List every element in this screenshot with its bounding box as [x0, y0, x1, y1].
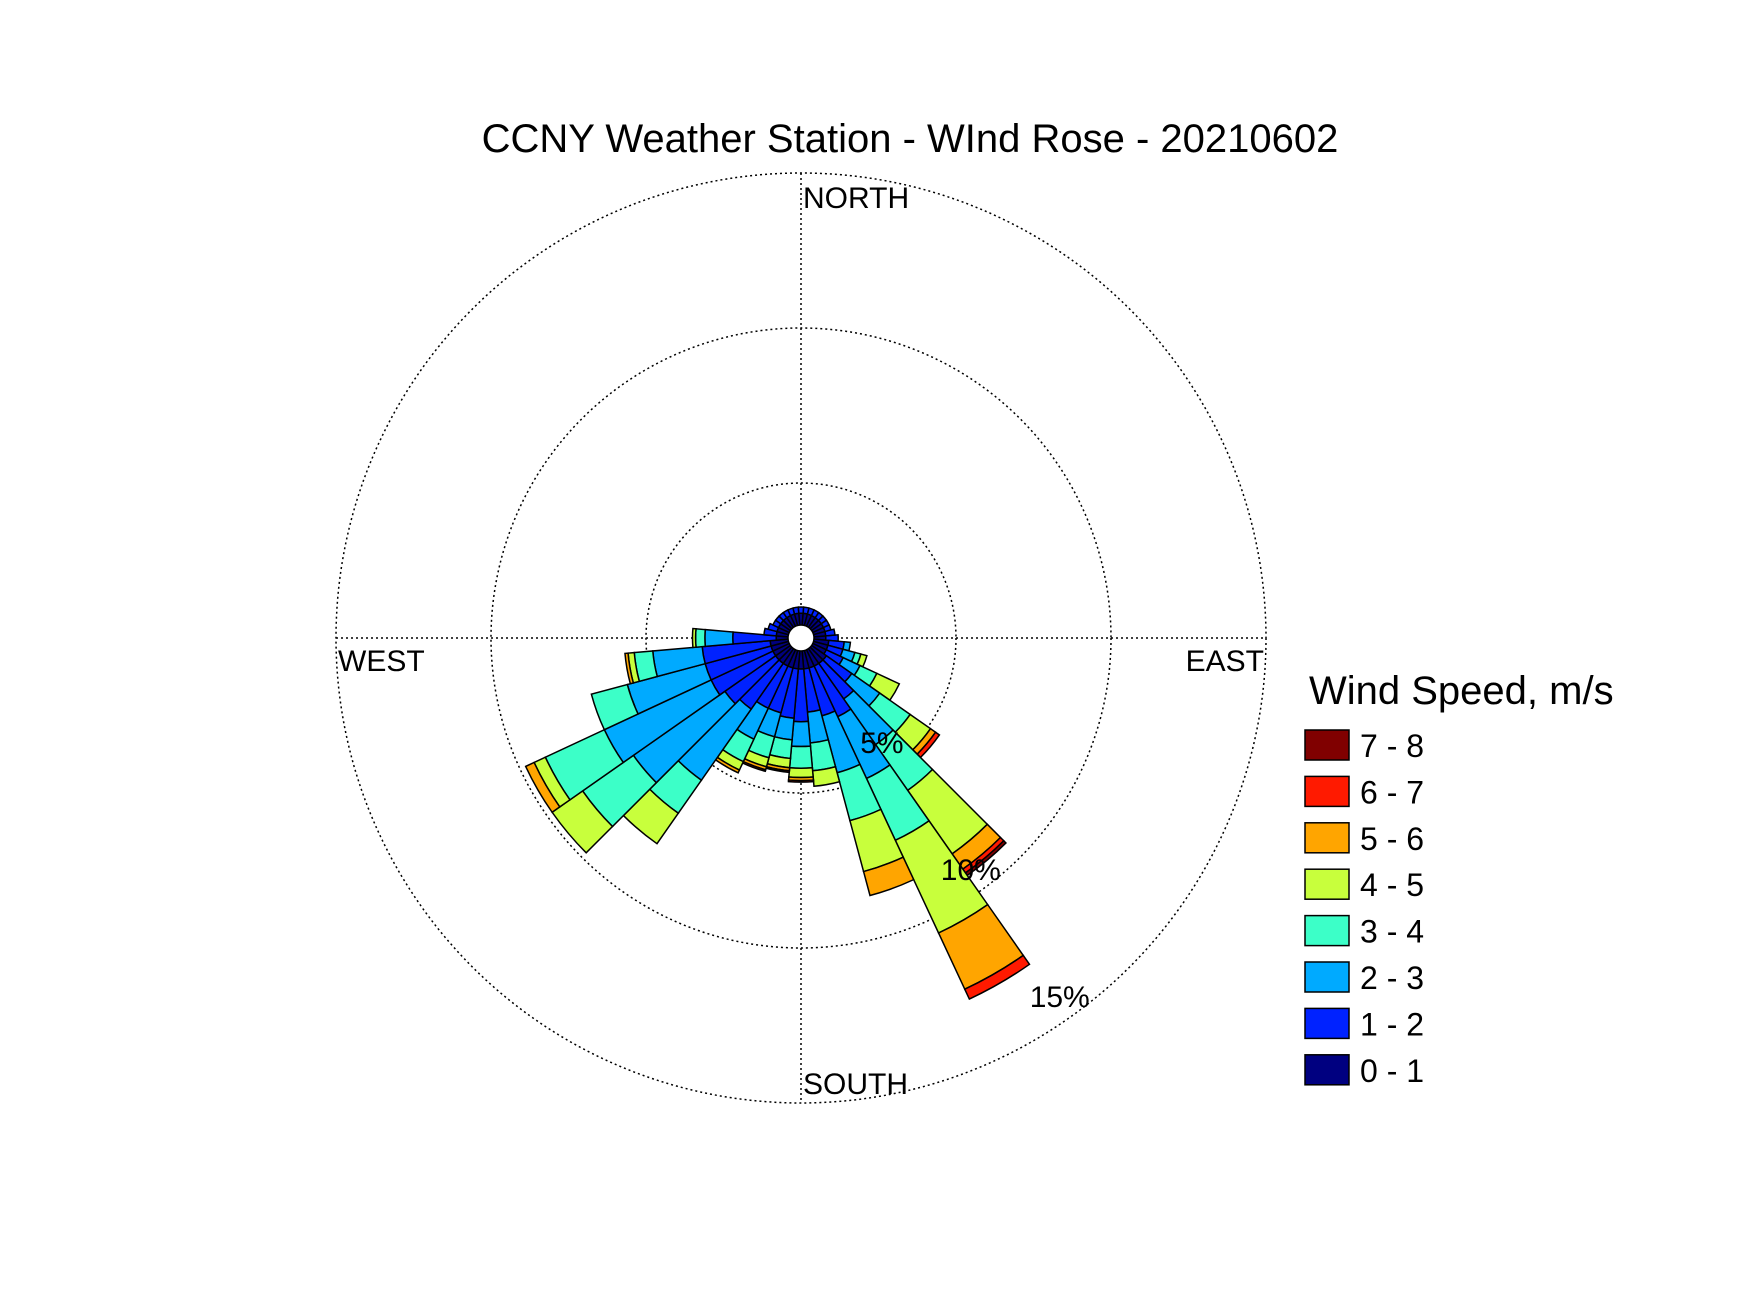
wedge-dir-270-bin-4 [691, 627, 697, 649]
ring-label-10: 10% [941, 854, 1001, 887]
legend-label-5: 2 - 3 [1360, 960, 1424, 996]
legend-label-3: 4 - 5 [1360, 867, 1424, 903]
wedge-dir-80-bin-1 [824, 628, 836, 637]
ring-label-15: 15% [1030, 981, 1090, 1014]
wedge-dir-260-bin-5 [624, 652, 635, 685]
legend-label-0: 7 - 8 [1360, 728, 1424, 764]
center-hub [787, 624, 815, 652]
wedge-dir-240-bin-5 [524, 761, 561, 814]
legend-swatch-6 [1304, 1007, 1350, 1040]
legend-swatch-3 [1304, 868, 1350, 900]
grid-ring-15 [335, 172, 1267, 1104]
ring-labels: 5% 10% 15% [860, 727, 1090, 1014]
legend: Wind Speed, m/s 7 - 8 6 - 7 5 - 6 4 - 5 3 - … [1304, 669, 1614, 1089]
legend-swatch-2 [1304, 822, 1350, 854]
direction-label-east: EAST [1186, 645, 1264, 678]
direction-label-west: WEST [338, 645, 425, 678]
wedge-dir-270-bin-2 [704, 628, 734, 648]
legend-label-6: 1 - 2 [1360, 1006, 1424, 1042]
wedge-dir-160-bin-5 [862, 856, 915, 897]
grid-ring-10 [490, 327, 1112, 949]
grid-ring-5 [645, 482, 957, 794]
legend-label-1: 6 - 7 [1360, 774, 1424, 810]
wedge-dir-180-bin-6 [787, 779, 815, 783]
wedge-dir-270-bin-3 [694, 627, 707, 649]
wedge-dir-290-bin-1 [767, 622, 780, 633]
wedge-dir-180-bin-4 [788, 766, 814, 779]
legend-label-2: 5 - 6 [1360, 821, 1424, 857]
wedge-dir-280-bin-1 [763, 627, 778, 637]
direction-label-north: NORTH [803, 182, 909, 215]
legend-swatch-7 [1304, 1054, 1350, 1086]
wedge-dir-150-bin-6 [963, 954, 1031, 1001]
direction-label-south: SOUTH [803, 1068, 908, 1101]
wedge-dir-170-bin-4 [811, 765, 841, 788]
legend-swatch-1 [1304, 775, 1350, 808]
legend-label-7: 0 - 1 [1360, 1053, 1424, 1089]
legend-swatch-0 [1304, 729, 1350, 761]
wedge-dir-250-bin-3 [590, 683, 640, 731]
polar-grid [335, 172, 1267, 1104]
ring-label-5: 5% [860, 727, 903, 760]
legend-swatch-5 [1304, 961, 1350, 993]
legend-label-4: 3 - 4 [1360, 914, 1424, 950]
chart-title: CCNY Weather Station - WInd Rose - 20210… [482, 117, 1339, 161]
wedge-dir-180-bin-2 [790, 720, 812, 748]
wind-rose-wedges [524, 606, 1031, 1001]
legend-swatch-4 [1304, 914, 1350, 947]
legend-title: Wind Speed, m/s [1309, 669, 1614, 713]
wedge-dir-180-bin-3 [788, 745, 814, 769]
